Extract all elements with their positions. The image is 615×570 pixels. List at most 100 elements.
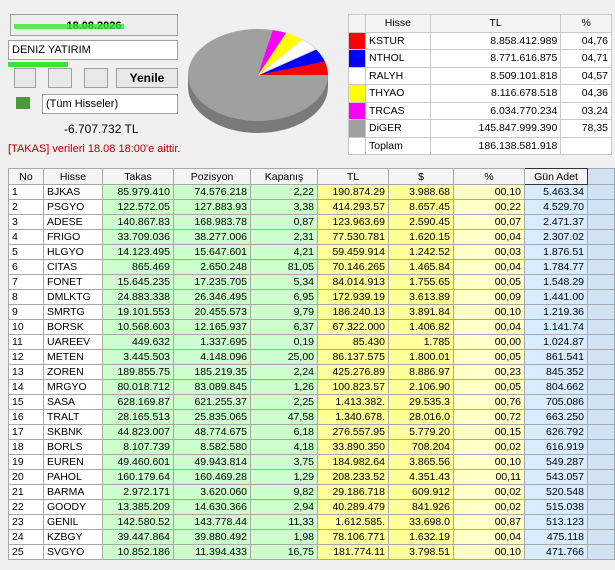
header-row: No Hisse Takas Pozisyon Kapanış TL $% Gün Adet	[8, 168, 615, 185]
data-row: 15 SASA 628.169.87 621.255.37 2,25 1.413.382.…	[8, 394, 615, 410]
cell: 475.118	[524, 529, 588, 545]
cell: 0,19	[250, 334, 318, 350]
cell: 185.219.35	[173, 364, 251, 380]
cell: 3.613.89	[388, 289, 454, 305]
data-row: 22 GOODY 13.385.209 14.630.366 2,94 40.289.47…	[8, 499, 615, 515]
cell: 5.463.34	[524, 184, 588, 200]
cell	[587, 439, 615, 455]
cell: 13	[8, 364, 44, 380]
cell: 143.778.44	[173, 514, 251, 530]
refresh-button[interactable]: Yenile	[116, 68, 178, 88]
broker-select[interactable]: DENIZ YATIRIM	[8, 40, 178, 60]
cell: 1.024.87	[524, 334, 588, 350]
cell: 1.219.36	[524, 304, 588, 320]
cell: 85.430	[317, 334, 389, 350]
cell: 1.465.84	[388, 259, 454, 275]
cell: GOODY	[43, 499, 103, 515]
cell: 2.972.171	[102, 484, 174, 500]
cell: 28.165.513	[102, 409, 174, 425]
tl-cell: 8.771.616.875	[429, 49, 562, 68]
tl-cell: 6.034.770.234	[429, 101, 562, 120]
column-header: Hisse	[43, 168, 103, 185]
cell: 3,75	[250, 454, 318, 470]
cell: 3.865.56	[388, 454, 454, 470]
cell: TRALT	[43, 409, 103, 425]
cell: PSGYO	[43, 199, 103, 215]
cell: DMLKTG	[43, 289, 103, 305]
cell: 3	[8, 214, 44, 230]
cell: 16	[8, 409, 44, 425]
summary-row: KSTUR 8.858.412.989 04,76	[348, 31, 612, 50]
cell: 3,38	[250, 199, 318, 215]
cell: 2,94	[250, 499, 318, 515]
swatch	[348, 84, 366, 103]
cell: 186.240.13	[317, 304, 389, 320]
filter-select[interactable]: (Tüm Hisseler)	[42, 94, 178, 114]
name-cell: NTHOL	[365, 49, 431, 68]
cell: 2.471.37	[524, 214, 588, 230]
excel-button[interactable]	[48, 68, 72, 88]
column-header: Takas	[102, 168, 174, 185]
cell	[587, 319, 615, 335]
column-header: TL	[317, 168, 389, 185]
column-header: $	[388, 168, 454, 185]
pct-cell: 03,24	[560, 101, 612, 120]
save-button[interactable]	[14, 68, 36, 88]
cell: 25.835.065	[173, 409, 251, 425]
data-row: 24 KZBGY 39.447.864 39.880.492 1,98 78.106.77…	[8, 529, 615, 545]
header-cell: Hisse	[365, 14, 431, 33]
cell: 00,22	[453, 199, 525, 215]
cell: GENIL	[43, 514, 103, 530]
data-row: 20 PAHOL 160.179.64 160.469.28 1,29 208.233.5…	[8, 469, 615, 485]
column-header: %	[453, 168, 525, 185]
cell: HLGYO	[43, 244, 103, 260]
cell: 0,87	[250, 214, 318, 230]
cell: 14.630.366	[173, 499, 251, 515]
data-row: 5 HLGYO 14.123.495 15.647.601 4,21 59.459.914…	[8, 244, 615, 260]
cell: KZBGY	[43, 529, 103, 545]
cell: 4,21	[250, 244, 318, 260]
print-button[interactable]	[84, 68, 108, 88]
cell: 1.337.695	[173, 334, 251, 350]
data-table: No Hisse Takas Pozisyon Kapanış TL $% Gün Adet 1…	[8, 168, 615, 560]
column-header: Pozisyon	[173, 168, 251, 185]
cell: 8.657.45	[388, 199, 454, 215]
data-row: 3 ADESE 140.867.83 168.983.78 0,87 123.963.69…	[8, 214, 615, 230]
cell: 127.883.93	[173, 199, 251, 215]
cell: 543.057	[524, 469, 588, 485]
cell: 3.891.84	[388, 304, 454, 320]
cell: 18	[8, 439, 44, 455]
tl-cell: 145.847.999.390	[429, 119, 562, 138]
cell: 17	[8, 424, 44, 440]
cell: 00,09	[453, 289, 525, 305]
cell: 2.307.02	[524, 229, 588, 245]
cell: 23	[8, 514, 44, 530]
cell: 00,76	[453, 394, 525, 410]
cell: 00,00	[453, 334, 525, 350]
cell: 10	[8, 319, 44, 335]
data-row: 2 PSGYO 122.572.05 127.883.93 3,38 414.293.57…	[8, 199, 615, 215]
cell: 1.876.51	[524, 244, 588, 260]
cell: 86.137.575	[317, 349, 389, 365]
cell	[587, 454, 615, 470]
cell: 4.351.43	[388, 469, 454, 485]
cell: 16,75	[250, 544, 318, 560]
tl-cell: 8.509.101.818	[429, 66, 562, 85]
cell: 122.572.05	[102, 199, 174, 215]
swatch	[348, 136, 366, 155]
name-cell: DiGER	[365, 119, 431, 138]
cell: 865.469	[102, 259, 174, 275]
cell: 80.018.712	[102, 379, 174, 395]
cell: 184.982.64	[317, 454, 389, 470]
cell: 44.823.007	[102, 424, 174, 440]
swatch	[348, 66, 366, 85]
cell	[587, 379, 615, 395]
cell: FRIGO	[43, 229, 103, 245]
cell	[587, 334, 615, 350]
summary-row: TRCAS 6.034.770.234 03,24	[348, 101, 612, 120]
data-row: 18 BORLS 8.107.739 8.582.580 4,18 33.890.350 7…	[8, 439, 615, 455]
tl-cell: 8.858.412.989	[429, 31, 562, 50]
data-row: 19 EUREN 49.460.601 49.943.814 3,75 184.982.6…	[8, 454, 615, 470]
cell	[587, 514, 615, 530]
